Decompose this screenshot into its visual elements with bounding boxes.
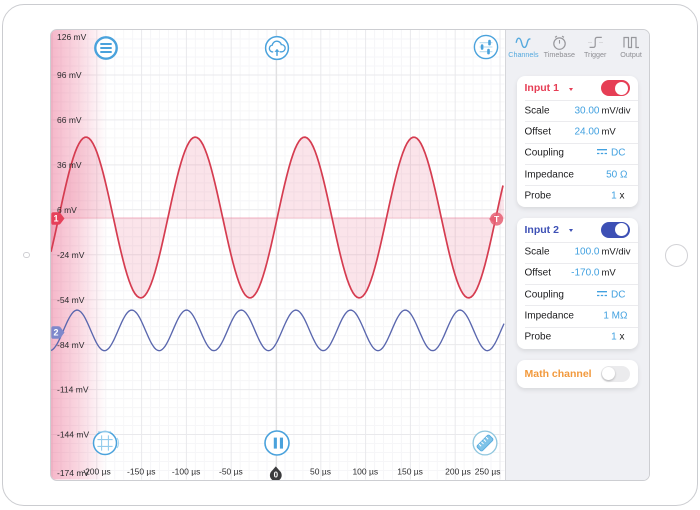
svg-text:T: T <box>494 214 500 224</box>
svg-text:-54 mV: -54 mV <box>57 295 85 305</box>
svg-text:-114 mV: -114 mV <box>57 385 89 395</box>
svg-text:-100 µs: -100 µs <box>172 467 201 477</box>
svg-text:-174 mV: -174 mV <box>57 468 89 478</box>
svg-text:36 mV: 36 mV <box>57 160 82 170</box>
svg-text:100 µs: 100 µs <box>352 467 378 477</box>
svg-text:-50 µs: -50 µs <box>219 467 243 477</box>
svg-text:0: 0 <box>274 470 279 479</box>
svg-text:6 mV: 6 mV <box>57 205 77 215</box>
svg-text:-24 mV: -24 mV <box>57 250 85 260</box>
svg-text:96 mV: 96 mV <box>57 70 82 80</box>
svg-text:-200 µs: -200 µs <box>82 467 111 477</box>
svg-text:50 µs: 50 µs <box>310 467 331 477</box>
svg-text:-150 µs: -150 µs <box>127 467 156 477</box>
svg-text:1: 1 <box>53 214 58 224</box>
svg-text:200 µs: 200 µs <box>445 467 471 477</box>
svg-text:2: 2 <box>53 328 58 338</box>
svg-text:66 mV: 66 mV <box>57 115 82 125</box>
svg-text:150 µs: 150 µs <box>397 467 423 477</box>
svg-text:250 µs: 250 µs <box>475 467 501 477</box>
svg-text:-144 mV: -144 mV <box>57 430 89 440</box>
svg-text:126 mV: 126 mV <box>57 32 87 42</box>
svg-text:-84 mV: -84 mV <box>57 340 85 350</box>
